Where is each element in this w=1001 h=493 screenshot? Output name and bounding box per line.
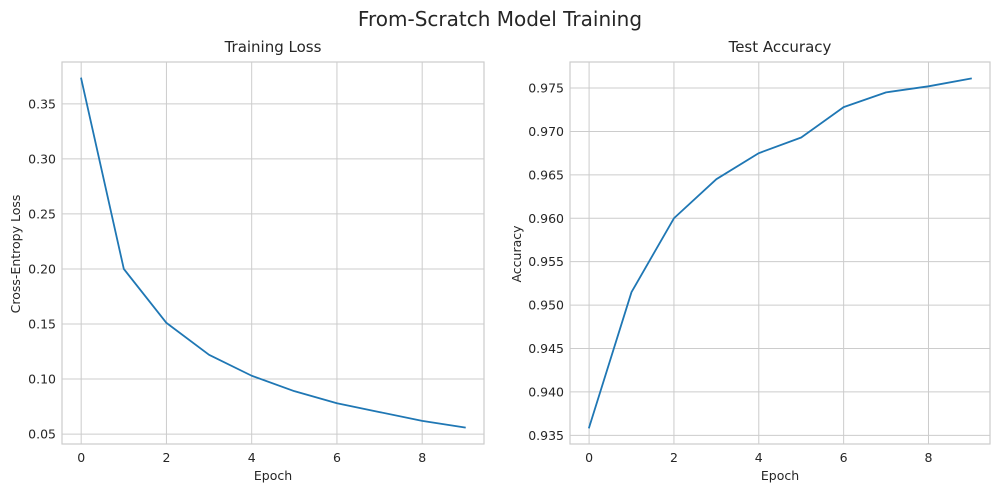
loss-y-tick-label: 0.10 [28, 372, 56, 387]
accuracy-x-tick-label: 6 [840, 450, 848, 465]
accuracy-y-tick-label: 0.965 [528, 167, 564, 182]
loss-chart: Training Loss 0 2 4 6 8 0.05 0.10 0.15 0.20 0.25… [8, 38, 485, 483]
loss-x-tick-label: 6 [333, 450, 341, 465]
accuracy-y-tick-label: 0.945 [528, 341, 564, 356]
loss-y-tick-label: 0.05 [28, 427, 56, 442]
accuracy-x-tick-label: 8 [925, 450, 933, 465]
loss-grid [62, 62, 484, 444]
accuracy-y-tick-label: 0.940 [528, 384, 564, 399]
accuracy-x-axis-label: Epoch [761, 468, 799, 483]
accuracy-y-axis-label: Accuracy [509, 225, 524, 283]
loss-chart-title: Training Loss [224, 38, 322, 56]
loss-x-tick-label: 4 [248, 450, 256, 465]
accuracy-y-tick-label: 0.970 [528, 124, 564, 139]
accuracy-series-line [587, 77, 972, 429]
accuracy-y-tick-label: 0.975 [528, 81, 564, 96]
accuracy-chart: Test Accuracy 0 2 4 6 8 0.935 0.940 0.945 0.950… [509, 38, 991, 483]
accuracy-grid [570, 62, 990, 444]
loss-series-line [80, 77, 466, 429]
loss-x-tick-label: 8 [418, 450, 426, 465]
loss-plot-frame [61, 61, 485, 445]
loss-y-tick-label: 0.15 [28, 317, 56, 332]
accuracy-y-tick-label: 0.960 [528, 211, 564, 226]
loss-y-tick-label: 0.30 [28, 151, 56, 166]
loss-x-axis-label: Epoch [254, 468, 292, 483]
loss-x-tick-label: 0 [77, 450, 85, 465]
accuracy-plot-frame [569, 61, 991, 445]
loss-y-axis-label: Cross-Entropy Loss [8, 195, 23, 314]
loss-y-tick-label: 0.35 [28, 96, 56, 111]
loss-y-tick-label: 0.25 [28, 206, 56, 221]
accuracy-chart-title: Test Accuracy [728, 38, 832, 56]
loss-y-ticks: 0.05 0.10 0.15 0.20 0.25 0.30 0.35 [28, 96, 56, 441]
accuracy-x-tick-label: 2 [670, 450, 678, 465]
accuracy-series [587, 77, 972, 429]
loss-x-ticks: 0 2 4 6 8 [77, 450, 426, 465]
accuracy-x-ticks: 0 2 4 6 8 [585, 450, 932, 465]
accuracy-x-tick-label: 0 [585, 450, 593, 465]
loss-y-tick-label: 0.20 [28, 261, 56, 276]
figure-title: From-Scratch Model Training [358, 7, 642, 31]
loss-x-tick-label: 2 [162, 450, 170, 465]
accuracy-y-ticks: 0.935 0.940 0.945 0.950 0.955 0.960 0.965 0.970… [528, 81, 564, 443]
accuracy-x-tick-label: 4 [755, 450, 763, 465]
accuracy-y-tick-label: 0.935 [528, 428, 564, 443]
accuracy-y-tick-label: 0.950 [528, 298, 564, 313]
accuracy-y-tick-label: 0.955 [528, 254, 564, 269]
loss-series [80, 77, 466, 429]
